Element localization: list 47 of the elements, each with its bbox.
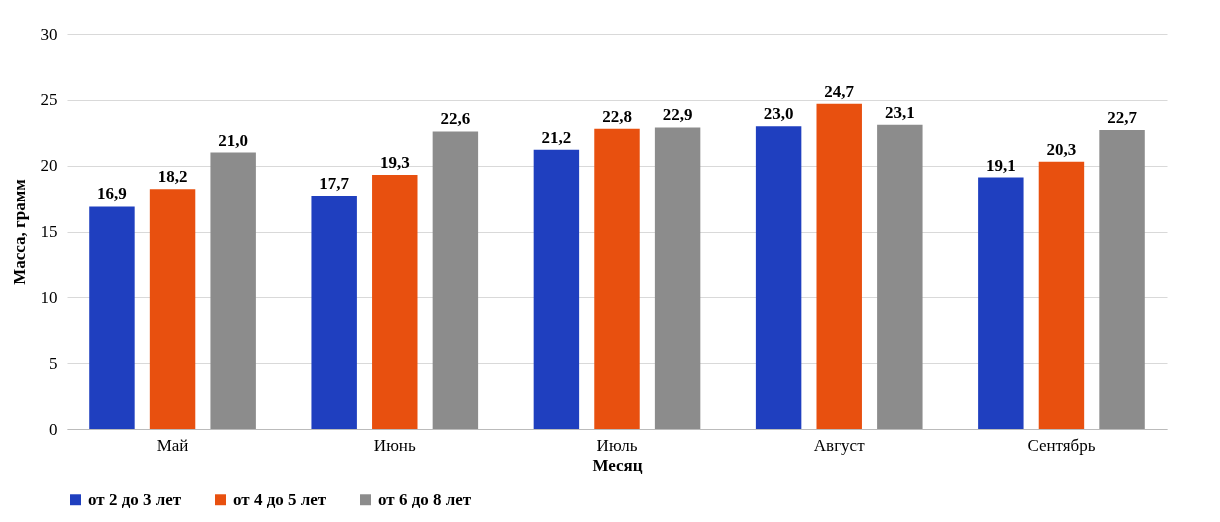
legend-label: от 6 до 8 лет: [378, 489, 472, 509]
bar: [311, 195, 357, 429]
y-tick-label: 10: [40, 287, 58, 307]
x-tick-label: Сентябрь: [1027, 435, 1096, 455]
x-tick-label: Июнь: [373, 435, 416, 455]
bar: [89, 206, 135, 429]
data-label: 21,2: [541, 127, 572, 147]
x-tick-label: Май: [156, 435, 189, 455]
data-label: 24,7: [824, 81, 855, 101]
bar: [816, 103, 862, 429]
data-label: 16,9: [97, 184, 127, 204]
bar: [594, 128, 640, 429]
bar: [755, 126, 802, 429]
y-tick-label: 15: [40, 222, 58, 241]
y-tick-label: 0: [49, 419, 58, 439]
data-label: 17,7: [319, 173, 350, 193]
data-label: 18,2: [157, 167, 188, 187]
data-label: 23,0: [763, 104, 794, 124]
x-axis-title: Месяц: [592, 455, 643, 475]
data-label: 20,3: [1046, 139, 1077, 159]
bar: [210, 152, 256, 429]
data-label: 19,1: [985, 155, 1016, 175]
legend-label: от 4 до 5 лет: [233, 489, 327, 509]
bar: [149, 189, 196, 429]
data-label: 22,9: [662, 105, 693, 125]
y-tick-label: 20: [40, 156, 58, 176]
data-label: 19,3: [379, 152, 410, 172]
y-tick-label: 5: [49, 353, 58, 373]
x-tick-label: Июль: [596, 435, 638, 455]
data-label: 22,6: [440, 109, 471, 129]
data-label: 22,7: [1107, 108, 1138, 128]
bar: [533, 149, 580, 429]
bar: [432, 131, 479, 429]
data-label: 21,0: [218, 130, 249, 150]
bar: [978, 177, 1024, 429]
legend-label: от 2 до 3 лет: [88, 489, 182, 509]
bar: [372, 174, 418, 429]
data-label: 23,1: [884, 102, 915, 122]
y-tick-label: 30: [40, 24, 58, 44]
y-tick-label: 25: [40, 90, 58, 110]
bar: [654, 127, 701, 429]
bar: [877, 124, 923, 429]
x-tick-label: Август: [813, 435, 866, 455]
bar: [1099, 130, 1145, 429]
bar: [1038, 161, 1085, 429]
y-axis-title: Масса, грамм: [9, 178, 29, 285]
data-label: 22,8: [602, 106, 632, 126]
